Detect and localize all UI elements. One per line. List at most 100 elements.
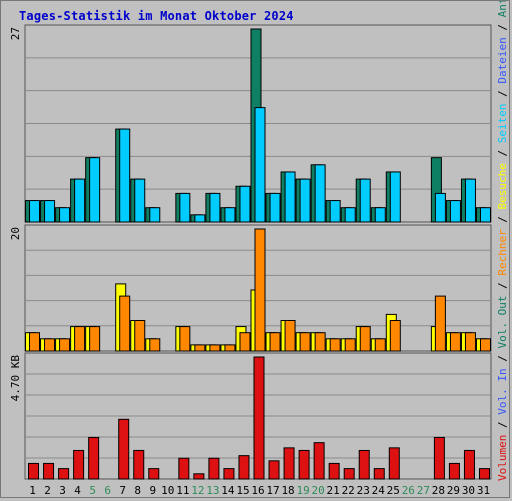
bar-rechner-day-25	[389, 320, 401, 352]
bar-rechner-day-16	[254, 228, 266, 352]
x-tick-label: 2	[44, 484, 51, 497]
bar-rechner-day-11	[179, 326, 191, 352]
bar-rechner-day-24	[374, 338, 386, 352]
bar-volumen-day-14	[223, 468, 235, 480]
legend-item: Dateien	[496, 37, 509, 83]
legend-item: Besuche	[496, 163, 509, 209]
x-tick-label: 23	[357, 484, 370, 497]
legend-item: Rechner	[496, 229, 509, 276]
bar-dateien-day-7	[119, 128, 131, 223]
bar-volumen-day-4	[73, 449, 85, 480]
bar-dateien-day-3	[59, 207, 71, 223]
bar-volumen-day-30	[463, 449, 475, 480]
bar-dateien-day-21	[329, 200, 341, 223]
bar-volumen-day-1	[28, 462, 40, 480]
x-tick-label: 1	[29, 484, 36, 497]
y-axis-max-label: 27	[9, 27, 22, 40]
bar-dateien-day-17	[269, 192, 281, 223]
bar-rechner-day-9	[149, 338, 161, 352]
bar-rechner-day-5	[89, 326, 101, 352]
bar-volumen-day-22	[343, 468, 355, 480]
bar-dateien-day-11	[179, 192, 191, 223]
x-tick-label: 12	[191, 484, 204, 497]
chart-title: Tages-Statistik im Monat Oktober 2024	[19, 9, 294, 23]
bar-volumen-day-31	[478, 468, 490, 480]
x-tick-label: 7	[119, 484, 126, 497]
x-tick-label: 29	[447, 484, 460, 497]
legend-item: Vol. In	[496, 368, 509, 414]
bar-rechner-day-29	[449, 332, 461, 352]
bar-rechner-day-21	[329, 338, 341, 352]
legend-item: Vol. Out	[496, 296, 509, 349]
bar-volumen-day-25	[388, 447, 400, 480]
bar-volumen-day-16	[253, 356, 265, 480]
x-tick-label: 30	[462, 484, 475, 497]
bar-dateien-day-28	[434, 192, 446, 223]
y-axis-max-label: 4.70 KB	[9, 355, 22, 402]
bar-volumen-day-20	[313, 442, 325, 480]
bar-dateien-day-15	[239, 185, 251, 223]
legend-item: /	[496, 143, 509, 163]
bar-rechner-day-20	[314, 332, 326, 352]
x-tick-label: 17	[266, 484, 279, 497]
bar-volumen-day-29	[448, 462, 460, 480]
bar-volumen-day-18	[283, 447, 295, 480]
bar-dateien-day-20	[314, 164, 326, 223]
x-tick-label: 16	[251, 484, 264, 497]
bar-volumen-day-17	[268, 460, 280, 480]
bar-rechner-day-13	[209, 344, 221, 352]
bar-rechner-day-14	[224, 344, 236, 352]
y-axis-max-label: 20	[9, 227, 22, 240]
bar-volumen-day-24	[373, 468, 385, 480]
legend-item: Seiten	[496, 103, 509, 143]
legend: Volumen / Vol. In / Vol. Out / Rechner /…	[496, 1, 509, 481]
bar-volumen-day-3	[58, 468, 70, 480]
legend-item: /	[496, 17, 509, 37]
bar-rechner-day-15	[239, 332, 251, 352]
x-tick-label: 9	[149, 484, 156, 497]
bar-rechner-day-31	[479, 338, 491, 352]
bar-rechner-day-18	[284, 320, 296, 352]
bar-rechner-day-1	[29, 332, 41, 352]
bar-volumen-day-28	[433, 436, 445, 480]
legend-item: /	[496, 84, 509, 104]
bar-volumen-day-15	[238, 455, 250, 480]
x-tick-label: 21	[327, 484, 340, 497]
bar-dateien-day-25	[389, 171, 401, 223]
bar-dateien-day-29	[449, 200, 461, 223]
bar-rechner-day-23	[359, 326, 371, 352]
bar-volumen-day-23	[358, 449, 370, 480]
x-tick-label: 8	[134, 484, 141, 497]
x-tick-label: 22	[342, 484, 355, 497]
x-tick-label: 13	[206, 484, 219, 497]
bar-dateien-day-8	[134, 178, 146, 223]
x-tick-label: 15	[236, 484, 249, 497]
x-tick-label: 20	[312, 484, 325, 497]
bar-volumen-day-12	[193, 473, 205, 480]
bar-dateien-day-16	[254, 107, 266, 223]
x-tick-label: 28	[432, 484, 445, 497]
x-tick-label: 3	[59, 484, 66, 497]
bar-dateien-day-13	[209, 192, 221, 223]
bar-dateien-day-19	[299, 178, 311, 223]
bar-rechner-day-7	[119, 295, 131, 352]
bar-dateien-day-24	[374, 207, 386, 223]
legend-item: Anfragen	[496, 1, 509, 17]
bar-dateien-day-12	[194, 214, 206, 223]
bar-dateien-day-30	[464, 178, 476, 223]
bar-rechner-day-19	[299, 332, 311, 352]
legend-item: /	[496, 349, 509, 369]
legend-item: /	[496, 415, 509, 435]
x-tick-label: 14	[221, 484, 235, 497]
bar-volumen-day-13	[208, 457, 220, 480]
bar-dateien-day-2	[44, 200, 56, 223]
x-tick-label: 5	[89, 484, 96, 497]
bar-volumen-day-21	[328, 462, 340, 480]
bar-dateien-day-1	[29, 200, 41, 223]
bar-volumen-day-2	[43, 462, 55, 480]
bar-rechner-day-12	[194, 344, 206, 352]
bar-dateien-day-5	[89, 157, 101, 223]
x-tick-label: 19	[296, 484, 309, 497]
